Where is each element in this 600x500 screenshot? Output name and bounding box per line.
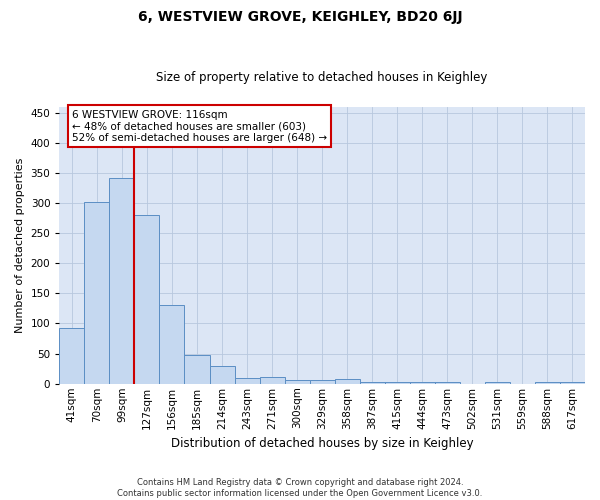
Bar bbox=[560, 382, 585, 384]
Bar bbox=[485, 382, 510, 384]
Bar bbox=[310, 380, 335, 384]
Text: 6, WESTVIEW GROVE, KEIGHLEY, BD20 6JJ: 6, WESTVIEW GROVE, KEIGHLEY, BD20 6JJ bbox=[137, 10, 463, 24]
Bar bbox=[335, 379, 360, 384]
Y-axis label: Number of detached properties: Number of detached properties bbox=[15, 158, 25, 333]
Bar bbox=[260, 377, 284, 384]
Bar bbox=[160, 306, 184, 384]
Bar bbox=[209, 366, 235, 384]
X-axis label: Distribution of detached houses by size in Keighley: Distribution of detached houses by size … bbox=[171, 437, 473, 450]
Bar bbox=[360, 382, 385, 384]
Bar bbox=[134, 215, 160, 384]
Bar bbox=[435, 382, 460, 384]
Bar bbox=[410, 382, 435, 384]
Text: Contains HM Land Registry data © Crown copyright and database right 2024.
Contai: Contains HM Land Registry data © Crown c… bbox=[118, 478, 482, 498]
Bar bbox=[109, 178, 134, 384]
Bar bbox=[235, 378, 260, 384]
Bar bbox=[59, 328, 85, 384]
Bar bbox=[535, 382, 560, 384]
Bar bbox=[385, 382, 410, 384]
Text: 6 WESTVIEW GROVE: 116sqm
← 48% of detached houses are smaller (603)
52% of semi-: 6 WESTVIEW GROVE: 116sqm ← 48% of detach… bbox=[72, 110, 327, 142]
Title: Size of property relative to detached houses in Keighley: Size of property relative to detached ho… bbox=[157, 72, 488, 85]
Bar bbox=[85, 202, 109, 384]
Bar bbox=[184, 356, 209, 384]
Bar bbox=[284, 380, 310, 384]
